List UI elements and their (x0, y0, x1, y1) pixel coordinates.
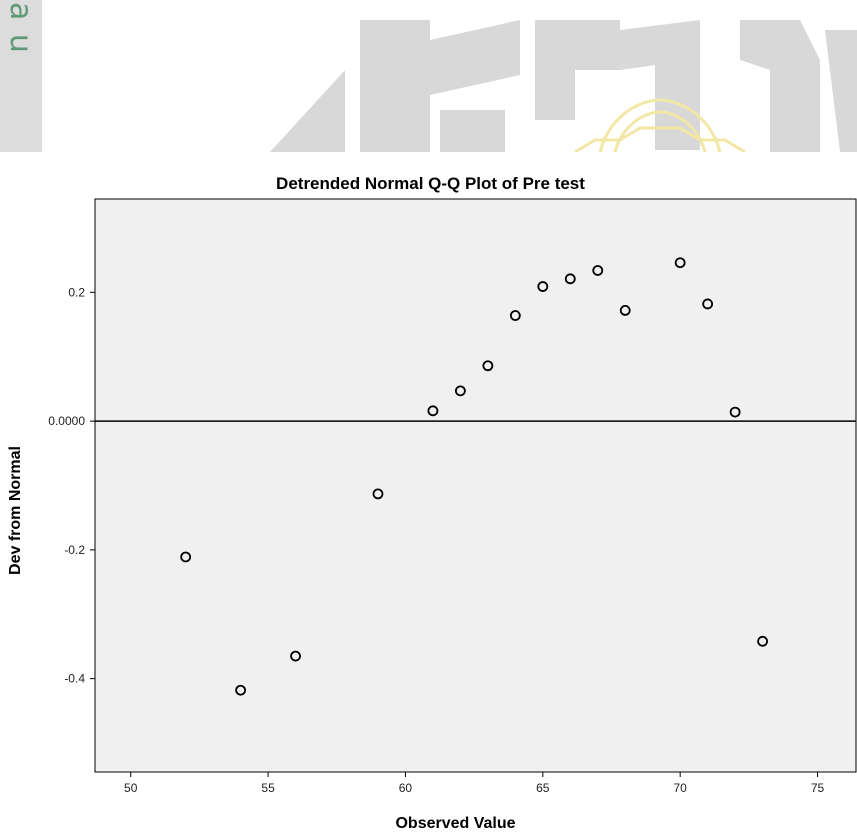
data-point (372, 488, 384, 500)
watermark-shape (430, 20, 520, 95)
plot-area (94, 198, 857, 773)
y-tick-label: -0.2 (64, 543, 85, 557)
x-tick-label: 55 (261, 781, 275, 795)
data-point (674, 257, 686, 269)
data-point (180, 551, 192, 563)
x-tick-label: 65 (536, 781, 550, 795)
data-point (757, 635, 768, 647)
watermark-shape (440, 110, 505, 152)
banner-side-strip: a u (0, 0, 42, 152)
watermark-shape (620, 20, 700, 150)
data-point (235, 684, 247, 696)
y-tick-label: 0.2 (68, 285, 85, 299)
watermark-shape (825, 30, 857, 152)
data-point (509, 310, 521, 321)
watermark-shape (360, 20, 430, 152)
data-point (454, 385, 466, 397)
data-point (619, 304, 631, 316)
y-tick-label: -0.4 (64, 672, 85, 686)
watermark-shape (740, 20, 820, 152)
x-tick-label: 60 (399, 781, 413, 795)
ornament-steps (574, 126, 746, 152)
ornament-arch-inner (613, 110, 707, 152)
data-point (729, 406, 741, 418)
data-point (537, 281, 549, 292)
x-tick-label: 70 (673, 781, 687, 795)
data-point (427, 405, 439, 417)
y-axis-title: Dev from Normal (7, 446, 24, 575)
data-point (564, 273, 576, 285)
watermark-logo-shapes (270, 20, 857, 152)
x-tick-label: 50 (124, 781, 138, 795)
data-point (702, 298, 714, 310)
chart-title: Detrended Normal Q-Q Plot of Pre test (276, 174, 585, 193)
chart: Detrended Normal Q-Q Plot of Pre test 0.… (7, 174, 857, 832)
data-point (290, 650, 301, 662)
data-point (482, 360, 494, 372)
watermark-shape (270, 70, 345, 152)
x-axis: 50 55 60 65 70 75 (124, 772, 825, 795)
y-tick-label: 0.0000 (48, 414, 85, 428)
x-axis-title: Observed Value (395, 815, 515, 832)
ornament-arch-outer (598, 98, 722, 152)
data-points (180, 257, 768, 696)
header-banner: a u (0, 0, 857, 152)
data-point (592, 265, 604, 276)
watermark-shape (535, 20, 620, 120)
y-axis: 0.2 0.0000 -0.2 -0.4 (48, 285, 95, 686)
x-tick-label: 75 (811, 781, 825, 795)
